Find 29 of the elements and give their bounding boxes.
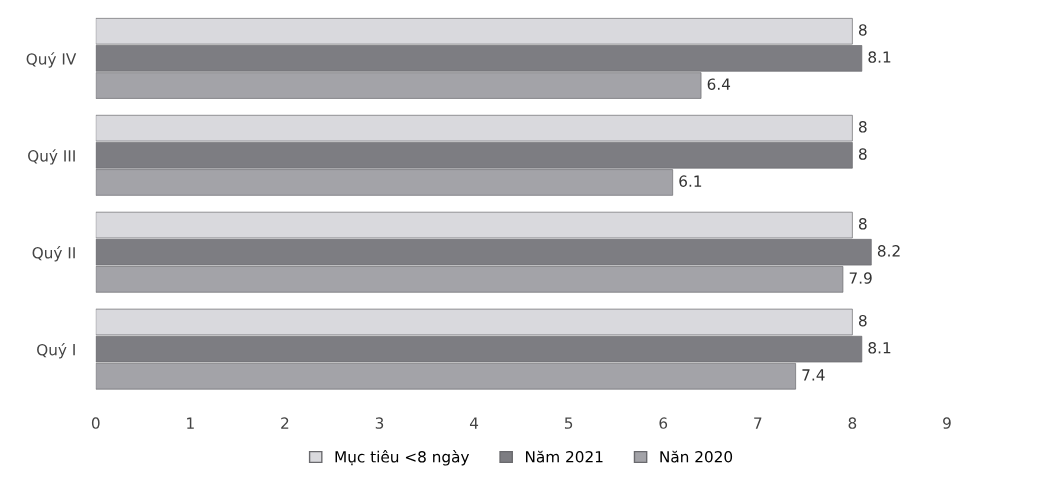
x-tick-label: 8 xyxy=(848,417,857,429)
legend-label: Năn 2020 xyxy=(660,450,733,463)
data-label: 7.9 xyxy=(849,272,872,284)
y-tick-label: Quý III xyxy=(28,149,75,165)
data-label: 8 xyxy=(858,314,867,327)
data-label: 7.4 xyxy=(802,369,825,381)
data-label: 6.4 xyxy=(707,78,731,90)
x-tick-label: 9 xyxy=(943,417,951,429)
data-label: 8.1 xyxy=(868,51,891,63)
x-tick-label: 2 xyxy=(281,417,289,429)
x-tick-label: 0 xyxy=(91,417,100,429)
data-label: 8 xyxy=(858,121,867,133)
data-label: 8.2 xyxy=(877,245,900,257)
data-label: 8 xyxy=(858,217,867,230)
x-tick-label: 7 xyxy=(754,417,762,429)
legend-label: Mục tiêu <8 ngày xyxy=(335,450,470,466)
x-tick-label: 5 xyxy=(564,417,573,429)
legend-label: Năm 2021 xyxy=(526,450,603,463)
y-tick-label: Quý IV xyxy=(26,52,77,68)
data-label: 6.1 xyxy=(679,175,702,187)
x-tick-label: 4 xyxy=(469,417,479,429)
y-tick-label: Quý I xyxy=(37,343,75,359)
data-label: 8 xyxy=(858,24,867,36)
data-label: 8.1 xyxy=(868,342,891,354)
x-tick-label: 3 xyxy=(375,417,384,429)
x-tick-label: 6 xyxy=(659,417,668,429)
data-label: 8 xyxy=(858,148,867,160)
x-tick-label: 1 xyxy=(187,417,194,429)
y-tick-label: Quý II xyxy=(32,246,75,262)
